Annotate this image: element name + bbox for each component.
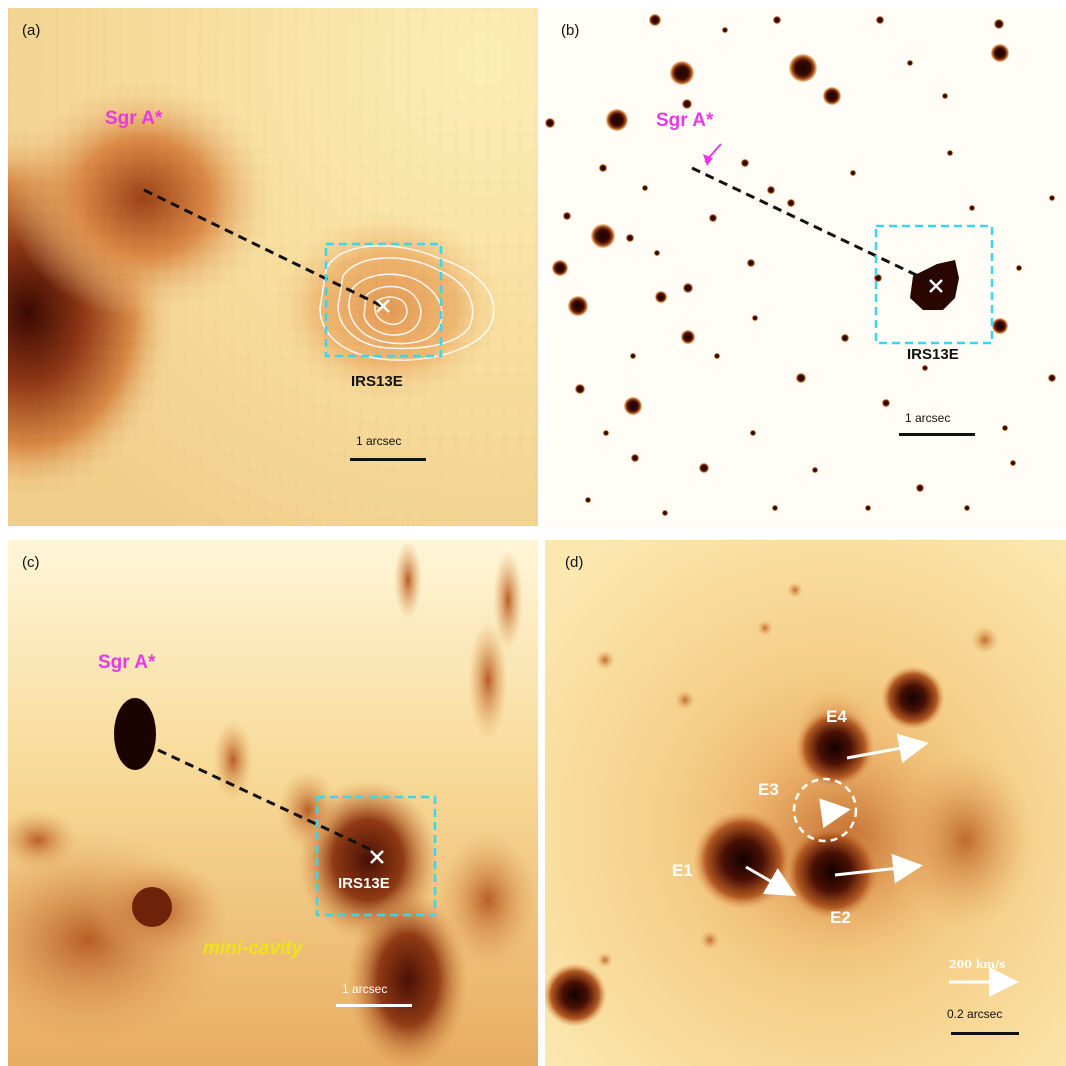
irs13e-box	[315, 795, 437, 917]
velocity-arrows	[745, 733, 1019, 997]
sgr-a-source	[114, 698, 156, 770]
panel-label: (a)	[22, 22, 41, 39]
scale-bar	[336, 1004, 412, 1007]
panel-a-image	[8, 8, 538, 526]
scale-bar	[350, 458, 426, 461]
panel-a: (a) Sgr A* IRS13E 1 arcsec	[8, 8, 538, 526]
sgr-a-label: Sgr A*	[656, 110, 714, 131]
panel-b-image	[545, 8, 1066, 526]
cross-marker	[376, 299, 390, 313]
panel-d: (d) E1 E2 E3 E4 200 km/s 0.2 arcsec	[545, 540, 1066, 1066]
irs13e-label: IRS13E	[907, 346, 959, 363]
irs13e-label: IRS13E	[351, 373, 403, 390]
sgr-a-label: Sgr A*	[105, 108, 163, 129]
scale-label: 1 arcsec	[342, 982, 388, 996]
cross-marker	[370, 850, 384, 864]
panel-b: (b) Sgr A* IRS13E 1 arcsec	[545, 8, 1066, 526]
sgr-a-label: Sgr A*	[98, 652, 156, 673]
e3-label: E3	[758, 780, 779, 799]
e1-label: E1	[672, 861, 693, 880]
cross-marker	[929, 279, 943, 293]
scale-bar	[899, 433, 975, 436]
scale-label: 1 arcsec	[356, 434, 402, 448]
scale-label: 1 arcsec	[905, 411, 951, 425]
panel-label: (c)	[22, 554, 40, 571]
scale-bar	[951, 1032, 1019, 1035]
panel-d-image	[545, 540, 1066, 1066]
irs13e-box	[874, 224, 994, 345]
e4-label: E4	[826, 707, 847, 726]
star-field	[545, 14, 1056, 516]
contours	[319, 244, 495, 361]
irs13e-box	[324, 242, 443, 358]
scale-label: 0.2 arcsec	[947, 1007, 1003, 1021]
panel-label: (b)	[561, 22, 580, 39]
sgr-to-irs-line	[157, 748, 377, 854]
e3-circle	[792, 777, 858, 843]
panel-c: (c) Sgr A* IRS13E mini-cavity 1 arcsec	[8, 540, 538, 1066]
mini-cavity-label: mini-cavity	[203, 938, 303, 959]
irs13e-label: IRS13E	[338, 875, 390, 892]
panel-c-image	[8, 540, 538, 1066]
velocity-label: 200 km/s	[949, 958, 1006, 971]
e2-label: E2	[830, 908, 851, 927]
panel-label: (d)	[565, 554, 584, 571]
